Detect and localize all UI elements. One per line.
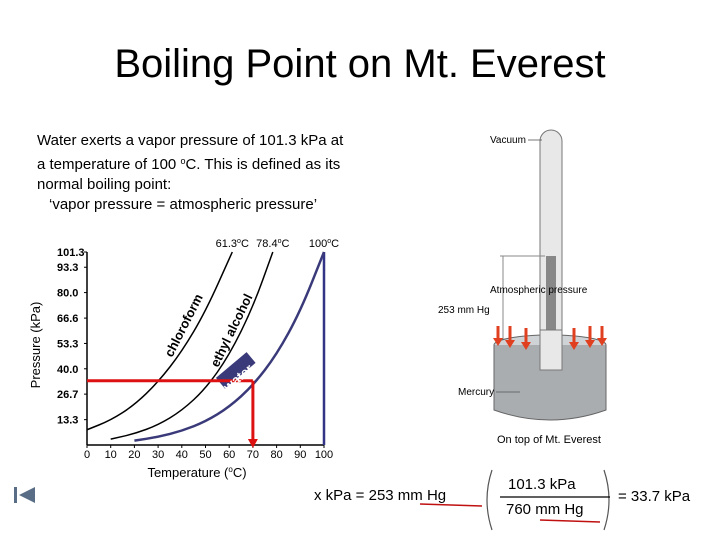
slide-title: Boiling Point on Mt. Everest xyxy=(114,42,606,86)
x-tick-label: 80 xyxy=(270,449,282,461)
pressure-arrowhead xyxy=(585,340,595,348)
x-tick-label: 70 xyxy=(247,449,259,461)
pressure-arrowhead xyxy=(569,342,579,350)
pressure-arrowhead xyxy=(493,338,503,346)
x-axis-label: Temperature (oC) xyxy=(147,465,246,480)
equation-result: = 33.7 kPa xyxy=(618,488,691,505)
boiling-point-label: 100oC xyxy=(309,238,339,250)
y-tick-label: 101.3 xyxy=(57,247,85,259)
fraction-numerator: 101.3 kPa xyxy=(508,476,576,493)
curve-water xyxy=(134,251,326,442)
equation-lhs: x kPa = 253 mm Hg xyxy=(314,487,447,504)
first-slide-icon[interactable] xyxy=(13,486,37,504)
boiling-point-label: 61.3oC xyxy=(216,238,249,250)
mm-hg-label: 253 mm Hg xyxy=(438,305,490,316)
intro-line-3: normal boiling point: xyxy=(37,176,172,193)
highlight-arrowhead xyxy=(247,439,258,448)
y-tick-label: 40.0 xyxy=(57,364,78,376)
y-tick-label: 80.0 xyxy=(57,288,78,300)
chart-curves xyxy=(86,251,326,448)
vacuum-label: Vacuum xyxy=(490,135,526,146)
y-tick-label: 26.7 xyxy=(57,389,78,401)
x-tick-label: 0 xyxy=(84,449,90,461)
x-tick-label: 60 xyxy=(223,449,235,461)
intro-text: Water exerts a vapor pressure of 101.3 k… xyxy=(37,131,407,215)
y-tick-label: 93.3 xyxy=(57,262,78,274)
fraction-denominator: 760 mm Hg xyxy=(506,501,584,518)
curve-chloroform xyxy=(86,251,233,431)
x-tick-label: 40 xyxy=(176,449,188,461)
pressure-arrowhead xyxy=(521,342,531,350)
y-tick-label: 66.6 xyxy=(57,313,78,325)
x-tick-label: 30 xyxy=(152,449,164,461)
x-tick-label: 50 xyxy=(199,449,211,461)
pressure-arrows xyxy=(493,326,607,350)
curve-ethyl-alcohol xyxy=(110,251,274,440)
intro-line-4: ‘vapor pressure = atmospheric pressure’ xyxy=(49,196,318,213)
y-tick-label: 53.3 xyxy=(57,338,78,350)
pressure-arrowhead xyxy=(505,340,515,348)
x-tick-label: 10 xyxy=(105,449,117,461)
intro-line-2: a temperature of 100 oC. This is defined… xyxy=(37,156,341,173)
chart-labels: 101.3 93.3 80.0 66.6 53.3 40.0 26.7 13.3 0 10 20 30… xyxy=(57,238,339,461)
mercury-label: Mercury xyxy=(458,387,494,398)
chart-frame xyxy=(84,251,326,448)
atmospheric-pressure-label: Atmospheric pressure xyxy=(490,285,588,296)
pressure-arrowhead xyxy=(597,338,607,346)
mercury-dish xyxy=(493,345,607,421)
intro-line-1: Water exerts a vapor pressure of 101.3 k… xyxy=(37,132,344,149)
y-tick-label: 13.3 xyxy=(57,415,78,427)
x-tick-label: 20 xyxy=(128,449,140,461)
x-tick-label: 90 xyxy=(294,449,306,461)
mercury-column xyxy=(546,256,556,362)
y-axis-label: Pressure (kPa) xyxy=(28,302,43,389)
boiling-point-label: 78.4oC xyxy=(256,238,289,250)
x-tick-label: 100 xyxy=(315,449,333,461)
everest-caption: On top of Mt. Everest xyxy=(497,434,601,446)
